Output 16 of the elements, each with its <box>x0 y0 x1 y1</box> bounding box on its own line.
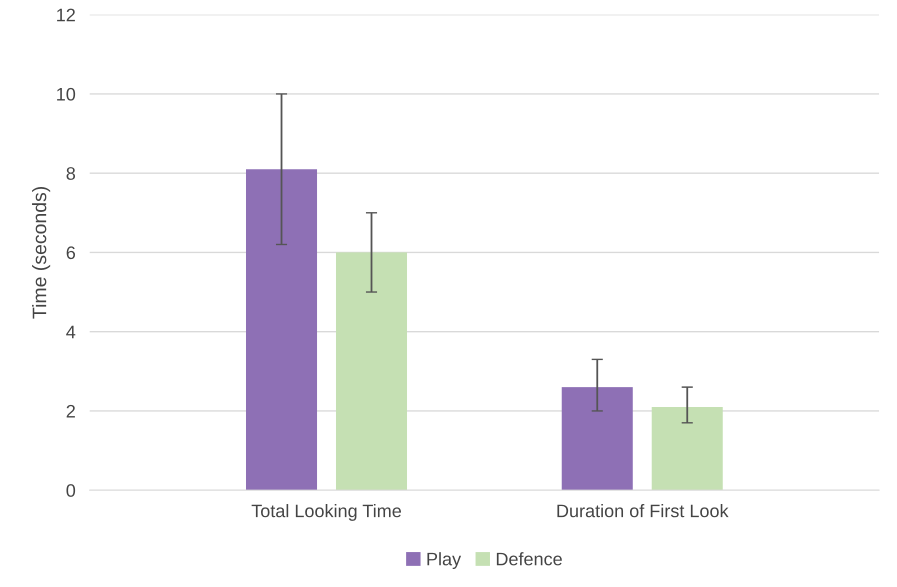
y-tick-label: 2 <box>66 404 75 418</box>
x-tick-label: Duration of First Look <box>557 504 729 518</box>
y-tick-label: 10 <box>57 88 76 101</box>
bar <box>246 169 318 490</box>
legend-label: Play <box>427 552 462 569</box>
y-tick-label: 0 <box>66 484 76 497</box>
bar <box>562 387 633 490</box>
legend-label: Defence <box>496 552 562 566</box>
x-tick-label: Total Looking Time <box>252 504 401 521</box>
y-tick-label: 4 <box>66 326 76 338</box>
y-tick-label: 6 <box>66 246 76 260</box>
y-tick-label: 12 <box>57 8 75 22</box>
bar <box>652 406 723 490</box>
bar <box>336 252 408 490</box>
y-tick-label: 8 <box>66 167 76 180</box>
y-axis-title: Time (seconds) <box>32 186 50 319</box>
